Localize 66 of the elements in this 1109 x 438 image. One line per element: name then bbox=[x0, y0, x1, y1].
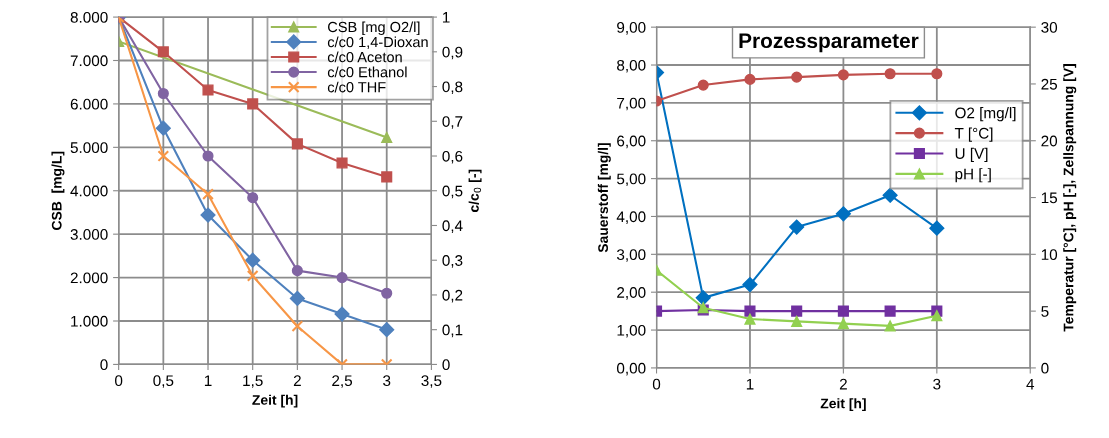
y-tick-label: 7.000 bbox=[70, 55, 108, 67]
x-tick-label: 1 bbox=[204, 375, 212, 386]
y-tick-label: 8,00 bbox=[617, 59, 646, 73]
y2-tick-label: 0,9 bbox=[442, 46, 463, 60]
x-tick-label: 4 bbox=[1026, 378, 1035, 390]
y2-tick-label: 0,3 bbox=[442, 255, 463, 268]
x-tick-label: 3 bbox=[933, 378, 941, 390]
y2-tick-label: 0,2 bbox=[442, 289, 463, 303]
y-tick-label: 4.000 bbox=[70, 185, 108, 197]
legend-label: c/c0 1,4-Dioxan bbox=[327, 36, 428, 49]
y-tick-label: 6,00 bbox=[617, 135, 646, 149]
y-tick-label: 3,00 bbox=[616, 249, 646, 262]
x-axis-title: Zeit [h] bbox=[252, 394, 298, 408]
legend-label: CSB [mg O2/l] bbox=[328, 21, 420, 36]
y-tick-label: 7,00 bbox=[617, 97, 646, 111]
x-tick-label: 0 bbox=[115, 375, 123, 387]
y2-axis-title: c/c$_{0}$ [-] bbox=[468, 169, 482, 213]
legend-label: pH [-] bbox=[955, 168, 991, 183]
y-tick-label: 0 bbox=[100, 359, 108, 371]
y2-tick-label: 15 bbox=[1041, 192, 1058, 204]
x-tick-label: 2 bbox=[839, 378, 847, 390]
y2-axis-title: Temperatur [°C], pH [-], Zellspannung [V] bbox=[1063, 64, 1077, 332]
y-tick-label: 8.000 bbox=[70, 11, 108, 23]
y2-tick-label: 0,8 bbox=[442, 81, 463, 95]
y2-tick-label: 30 bbox=[1041, 22, 1058, 33]
y2-tick-label: 0 bbox=[442, 359, 450, 371]
y2-tick-label: 20 bbox=[1041, 135, 1058, 147]
x-tick-label: 1,5 bbox=[243, 375, 263, 388]
y2-tick-label: 0,1 bbox=[442, 324, 463, 338]
y-tick-label: 0,00 bbox=[616, 362, 646, 376]
legend-label: c/c0 THF bbox=[327, 81, 386, 93]
y2-tick-label: 0,6 bbox=[442, 150, 463, 164]
y-tick-label: 3.000 bbox=[70, 229, 108, 240]
y2-tick-label: 1 bbox=[442, 12, 450, 23]
y2-tick-label: 10 bbox=[1041, 249, 1058, 261]
x-tick-label: 0,5 bbox=[153, 375, 174, 388]
chart-title: Prozessparameter bbox=[739, 33, 919, 53]
y2-tick-label: 0,4 bbox=[442, 220, 463, 233]
x-tick-label: 2,5 bbox=[332, 375, 353, 388]
y2-tick-label: 25 bbox=[1041, 78, 1058, 90]
x-tick-label: 3,5 bbox=[421, 375, 442, 388]
y-axis-title: Sauerstoff [mg/l] bbox=[597, 143, 611, 253]
y2-tick-label: 5 bbox=[1041, 306, 1049, 317]
x-tick-label: 2 bbox=[293, 375, 301, 386]
y-tick-label: 1,00 bbox=[617, 324, 646, 338]
y-tick-label: 2,00 bbox=[617, 287, 646, 300]
y-tick-label: 4,00 bbox=[616, 211, 646, 224]
legend-label: O2 [mg/l] bbox=[955, 107, 1016, 122]
x-tick-label: 1 bbox=[746, 378, 754, 390]
y-tick-label: 6.000 bbox=[70, 98, 108, 110]
y2-tick-label: 0 bbox=[1041, 362, 1049, 374]
y-axis-title: CSB [mg/L] bbox=[51, 151, 65, 230]
x-axis-title: Zeit [h] bbox=[820, 398, 866, 412]
legend-label: c/c0 Ethanol bbox=[327, 66, 407, 78]
y2-tick-label: 0,7 bbox=[442, 116, 463, 129]
legend-label: U [V] bbox=[955, 147, 988, 163]
x-tick-label: 3 bbox=[383, 375, 391, 387]
legend-label: c/c0 Aceton bbox=[327, 51, 402, 63]
y-tick-label: 1.000 bbox=[71, 315, 108, 327]
y-tick-label: 9,00 bbox=[617, 22, 646, 35]
y-tick-label: 5,00 bbox=[616, 173, 646, 187]
y2-tick-label: 0,5 bbox=[442, 185, 463, 199]
legend-label: T [°C] bbox=[954, 127, 993, 142]
y-tick-label: 5.000 bbox=[70, 142, 108, 154]
y-tick-label: 2.000 bbox=[70, 272, 108, 284]
x-tick-label: 0 bbox=[652, 378, 661, 390]
